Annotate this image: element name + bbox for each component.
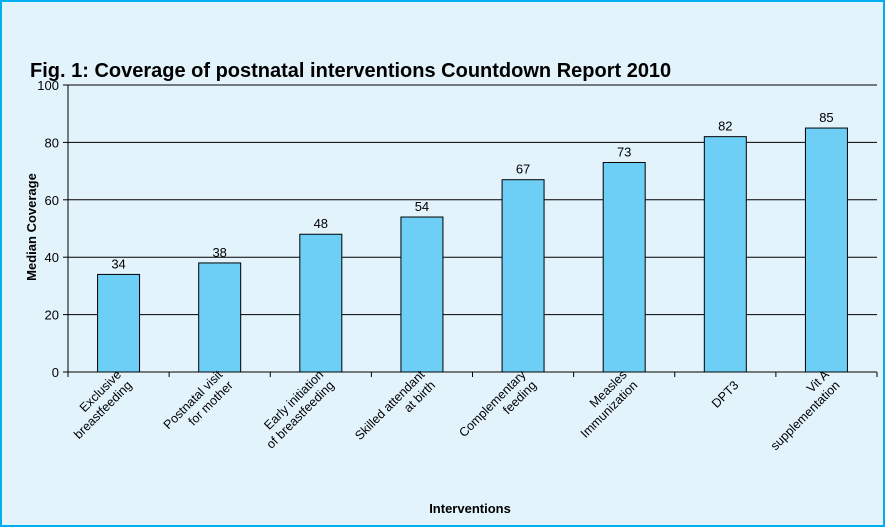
y-tick-labels: 0 20 40 60 80 100: [37, 78, 68, 380]
bar: [400, 216, 444, 373]
bar: [703, 136, 747, 373]
bar-value-label: 34: [111, 256, 125, 271]
bar-value-label: 67: [516, 162, 530, 177]
y-tick-label: 40: [45, 250, 59, 265]
bars: [97, 127, 848, 373]
bar: [602, 161, 646, 373]
x-axis-label: Interventions: [429, 501, 511, 516]
bar-value-label: 48: [314, 216, 328, 231]
category-label: Vit Asupplementation: [757, 367, 843, 453]
category-label: Skilled attendantat birth: [352, 367, 438, 453]
category-label: DPT3: [709, 378, 742, 411]
category-label: Early initiationof breastfeeding: [253, 368, 337, 452]
bar-value-label: 38: [212, 245, 226, 260]
bar-value-label: 82: [718, 119, 732, 134]
bar-value-labels: 34 38 48 54 67 73 82 85: [111, 110, 833, 271]
y-tick-label: 20: [45, 308, 59, 323]
x-tick-marks: [67, 372, 878, 377]
bar-value-label: 73: [617, 144, 631, 159]
category-label: Postnatal visitfor mother: [161, 367, 236, 442]
bar-value-label: 54: [415, 199, 429, 214]
category-label: Exclusivebreastfeeding: [61, 368, 135, 442]
category-label: Complementaryfeeding: [456, 367, 539, 450]
y-tick-label: 0: [52, 365, 59, 380]
bar-value-label: 85: [819, 110, 833, 125]
bar: [501, 179, 545, 373]
category-labels: Exclusivebreastfeeding Postnatal visitfor…: [61, 367, 843, 453]
y-tick-label: 80: [45, 135, 59, 150]
y-tick-label: 60: [45, 193, 59, 208]
category-label-line: supplementation: [768, 378, 843, 453]
gridlines: [68, 84, 877, 316]
bar: [97, 273, 141, 373]
category-label: MeaslesImmunization: [567, 368, 640, 441]
bar: [804, 127, 848, 373]
y-tick-label: 100: [37, 78, 59, 93]
chart-title: Fig. 1: Coverage of postnatal interventi…: [30, 60, 672, 82]
bar: [198, 262, 242, 373]
y-axis-label: Median Coverage: [24, 173, 39, 281]
category-label-line: DPT3: [709, 378, 742, 411]
bar: [299, 233, 343, 373]
